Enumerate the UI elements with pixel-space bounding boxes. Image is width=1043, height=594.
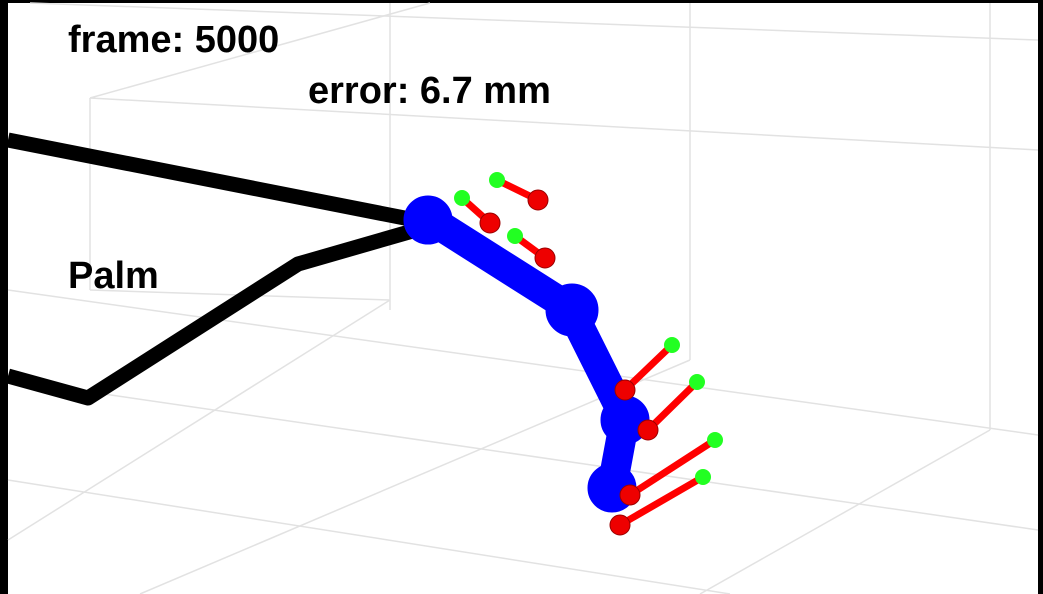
palm-label: Palm bbox=[68, 255, 159, 297]
plot-view: frame: 5000 error: 6.7 mm Palm bbox=[0, 0, 1043, 594]
error-label: error: 6.7 mm bbox=[308, 70, 551, 112]
frame-label: frame: 5000 bbox=[68, 19, 279, 61]
page: frame: 5000 error: 6.7 mm Palm (() => { … bbox=[0, 0, 1043, 594]
joint bbox=[404, 196, 452, 244]
joint bbox=[546, 284, 598, 336]
